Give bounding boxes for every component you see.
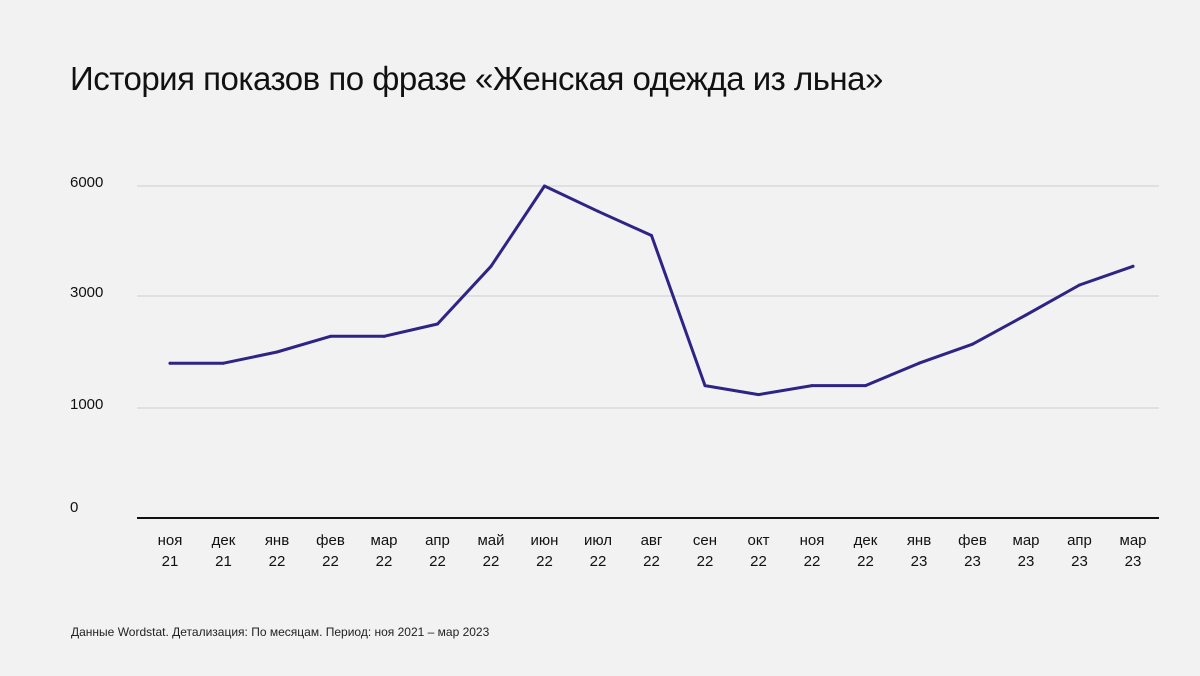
x-tick-year: 23 <box>964 553 981 570</box>
x-tick-label: окт 22 <box>748 532 770 570</box>
x-tick-year: 22 <box>697 553 714 570</box>
x-tick-month: ноя <box>158 532 183 549</box>
x-tick-label: мар 23 <box>1120 532 1147 570</box>
data-point <box>703 384 707 388</box>
grid-layer <box>137 185 1159 519</box>
x-tick-label: мар 23 <box>1013 532 1040 570</box>
x-tick-month: янв <box>907 532 931 549</box>
data-point <box>436 322 439 326</box>
x-tick-year: 22 <box>269 553 286 570</box>
data-point <box>971 342 974 346</box>
x-tick-month: мар <box>371 532 398 549</box>
x-tick-month: июл <box>584 532 612 549</box>
x-tick-year: 22 <box>590 553 607 570</box>
data-point <box>757 393 760 397</box>
x-tick-label: фев 23 <box>958 532 987 570</box>
y-tick-label: 3000 <box>70 284 103 301</box>
x-tick-label: дек 21 <box>212 532 236 570</box>
x-tick-year: 22 <box>750 553 767 570</box>
y-tick-label: 1000 <box>70 396 103 413</box>
x-tick-month: апр <box>1067 532 1092 549</box>
x-tick-year: 21 <box>162 553 179 570</box>
x-tick-month: ноя <box>800 532 825 549</box>
x-tick-month: дек <box>212 532 236 549</box>
data-point <box>650 234 653 237</box>
x-tick-year: 22 <box>376 553 393 570</box>
data-point <box>489 264 493 268</box>
x-tick-year: 22 <box>857 553 874 570</box>
x-tick-year: 22 <box>536 553 553 570</box>
x-tick-year: 23 <box>1071 553 1088 570</box>
data-point <box>917 361 921 365</box>
x-tick-month: сен <box>693 532 717 549</box>
x-tick-month: фев <box>958 532 987 549</box>
x-tick-month: янв <box>265 532 289 549</box>
data-point <box>275 350 279 354</box>
x-tick-label: мар 22 <box>371 532 398 570</box>
data-point <box>596 209 600 213</box>
x-tick-month: май <box>477 532 504 549</box>
data-point <box>1131 264 1135 268</box>
x-tick-label: апр 23 <box>1067 532 1092 570</box>
x-tick-month: апр <box>425 532 450 549</box>
x-tick-label: июн 22 <box>531 532 559 570</box>
chart-title: История показов по фразе «Женская одежда… <box>70 60 883 97</box>
x-tick-year: 21 <box>215 553 232 570</box>
x-tick-year: 22 <box>429 553 446 570</box>
data-point <box>1024 313 1028 317</box>
x-tick-year: 23 <box>1125 553 1142 570</box>
x-tick-month: авг <box>641 532 663 549</box>
data-point <box>382 334 386 338</box>
data-point <box>1078 283 1081 287</box>
y-axis-ticks: 0 1000 3000 6000 <box>70 174 103 516</box>
x-tick-year: 22 <box>643 553 660 570</box>
x-tick-year: 22 <box>322 553 339 570</box>
data-point <box>222 361 225 365</box>
x-tick-year: 23 <box>1018 553 1035 570</box>
data-point <box>543 184 546 188</box>
series-layer <box>168 184 1135 397</box>
x-tick-label: май 22 <box>477 532 504 570</box>
x-axis-ticks: ноя 21 дек 21 янв 22 фев 22 мар 22 апр 22 май 22 июн 22… <box>158 532 1147 570</box>
x-tick-month: мар <box>1120 532 1147 549</box>
x-tick-month: фев <box>316 532 345 549</box>
x-tick-label: янв 22 <box>265 532 289 570</box>
x-tick-month: июн <box>531 532 559 549</box>
x-tick-label: ноя 21 <box>158 532 183 570</box>
data-point <box>864 384 867 388</box>
x-tick-label: фев 22 <box>316 532 345 570</box>
data-point <box>168 361 172 365</box>
x-tick-label: дек 22 <box>854 532 878 570</box>
data-point <box>810 384 814 388</box>
x-tick-month: дек <box>854 532 878 549</box>
x-tick-label: апр 22 <box>425 532 450 570</box>
x-tick-label: сен 22 <box>693 532 717 570</box>
x-tick-month: окт <box>748 532 770 549</box>
x-tick-year: 23 <box>911 553 928 570</box>
y-tick-label: 6000 <box>70 174 103 191</box>
x-tick-year: 22 <box>804 553 821 570</box>
x-tick-year: 22 <box>483 553 500 570</box>
x-tick-label: ноя 22 <box>800 532 825 570</box>
data-point <box>329 334 332 338</box>
x-tick-month: мар <box>1013 532 1040 549</box>
y-tick-label: 0 <box>70 499 78 516</box>
x-tick-label: янв 23 <box>907 532 931 570</box>
x-tick-label: авг 22 <box>641 532 663 570</box>
series-line <box>168 184 1135 397</box>
x-tick-label: июл 22 <box>584 532 612 570</box>
footnote: Данные Wordstat. Детализация: По месяцам… <box>71 625 490 639</box>
